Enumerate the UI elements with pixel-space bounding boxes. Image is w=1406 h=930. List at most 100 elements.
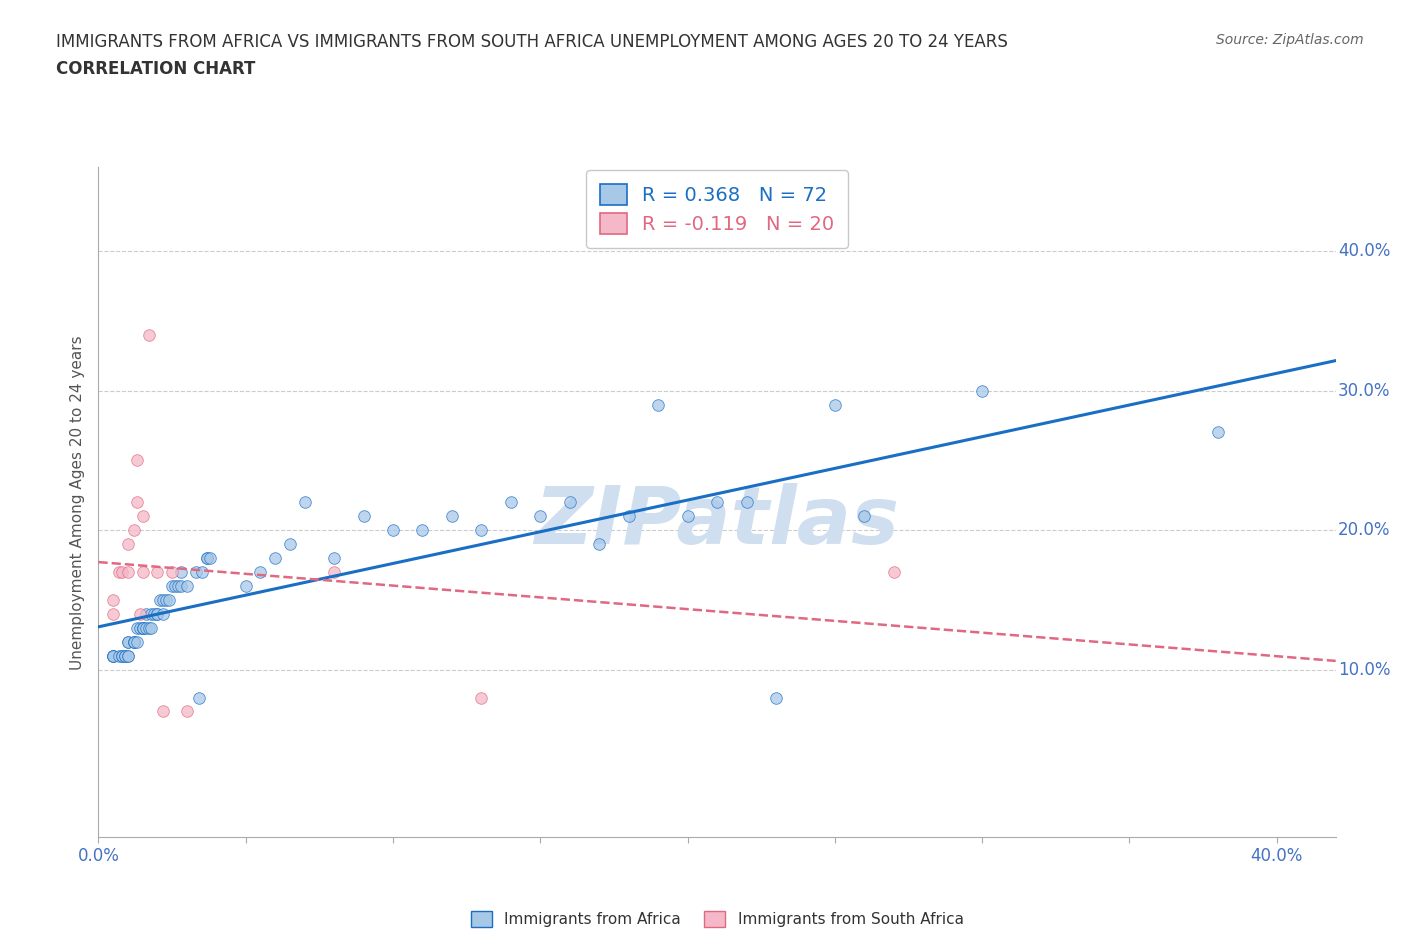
- Point: [146, 565, 169, 579]
- Point: [278, 537, 301, 551]
- Point: [117, 565, 139, 579]
- Point: [125, 620, 148, 635]
- Point: [143, 606, 166, 621]
- Point: [131, 620, 153, 635]
- Point: [122, 634, 145, 649]
- Point: [170, 565, 193, 579]
- Point: [117, 648, 139, 663]
- Point: [1206, 425, 1229, 440]
- Point: [141, 620, 163, 635]
- Legend: Immigrants from Africa, Immigrants from South Africa: Immigrants from Africa, Immigrants from …: [464, 905, 970, 930]
- Point: [249, 565, 271, 579]
- Point: [617, 509, 640, 524]
- Point: [117, 648, 139, 663]
- Text: 20.0%: 20.0%: [1339, 521, 1391, 539]
- Point: [149, 592, 172, 607]
- Text: Source: ZipAtlas.com: Source: ZipAtlas.com: [1216, 33, 1364, 46]
- Text: ZIPatlas: ZIPatlas: [534, 484, 900, 562]
- Point: [101, 648, 124, 663]
- Point: [101, 606, 124, 621]
- Point: [117, 634, 139, 649]
- Point: [353, 509, 375, 524]
- Point: [676, 509, 699, 524]
- Point: [125, 453, 148, 468]
- Point: [131, 509, 153, 524]
- Point: [167, 578, 190, 593]
- Text: 40.0%: 40.0%: [1339, 242, 1391, 260]
- Point: [765, 690, 787, 705]
- Point: [138, 620, 160, 635]
- Text: 10.0%: 10.0%: [1339, 660, 1391, 679]
- Point: [157, 592, 180, 607]
- Point: [853, 509, 876, 524]
- Point: [187, 690, 209, 705]
- Point: [108, 648, 131, 663]
- Text: IMMIGRANTS FROM AFRICA VS IMMIGRANTS FROM SOUTH AFRICA UNEMPLOYMENT AMONG AGES 2: IMMIGRANTS FROM AFRICA VS IMMIGRANTS FRO…: [56, 33, 1008, 50]
- Point: [122, 523, 145, 538]
- Point: [200, 551, 222, 565]
- Point: [101, 648, 124, 663]
- Point: [163, 578, 186, 593]
- Point: [152, 704, 174, 719]
- Point: [470, 690, 492, 705]
- Point: [170, 578, 193, 593]
- Point: [138, 327, 160, 342]
- Point: [323, 565, 346, 579]
- Point: [135, 620, 157, 635]
- Point: [131, 620, 153, 635]
- Point: [152, 606, 174, 621]
- Point: [122, 634, 145, 649]
- Point: [972, 383, 994, 398]
- Point: [128, 620, 150, 635]
- Point: [128, 606, 150, 621]
- Point: [197, 551, 219, 565]
- Point: [146, 606, 169, 621]
- Point: [184, 565, 207, 579]
- Point: [499, 495, 522, 510]
- Text: CORRELATION CHART: CORRELATION CHART: [56, 60, 256, 78]
- Point: [117, 634, 139, 649]
- Y-axis label: Unemployment Among Ages 20 to 24 years: Unemployment Among Ages 20 to 24 years: [70, 335, 86, 670]
- Point: [160, 565, 183, 579]
- Point: [125, 634, 148, 649]
- Point: [125, 495, 148, 510]
- Point: [114, 648, 136, 663]
- Point: [529, 509, 551, 524]
- Point: [131, 565, 153, 579]
- Point: [101, 648, 124, 663]
- Point: [411, 523, 433, 538]
- Point: [101, 648, 124, 663]
- Point: [108, 565, 131, 579]
- Point: [111, 648, 134, 663]
- Point: [235, 578, 257, 593]
- Point: [294, 495, 316, 510]
- Point: [264, 551, 287, 565]
- Point: [558, 495, 581, 510]
- Point: [176, 578, 198, 593]
- Point: [824, 397, 846, 412]
- Point: [190, 565, 212, 579]
- Point: [160, 578, 183, 593]
- Point: [152, 592, 174, 607]
- Point: [470, 523, 492, 538]
- Point: [131, 620, 153, 635]
- Point: [706, 495, 728, 510]
- Text: 30.0%: 30.0%: [1339, 381, 1391, 400]
- Point: [647, 397, 669, 412]
- Point: [111, 565, 134, 579]
- Point: [176, 704, 198, 719]
- Point: [146, 606, 169, 621]
- Point: [197, 551, 219, 565]
- Point: [155, 592, 177, 607]
- Point: [323, 551, 346, 565]
- Point: [114, 648, 136, 663]
- Point: [122, 634, 145, 649]
- Point: [141, 606, 163, 621]
- Point: [588, 537, 610, 551]
- Point: [135, 606, 157, 621]
- Point: [440, 509, 463, 524]
- Point: [117, 537, 139, 551]
- Point: [101, 592, 124, 607]
- Point: [735, 495, 758, 510]
- Point: [111, 648, 134, 663]
